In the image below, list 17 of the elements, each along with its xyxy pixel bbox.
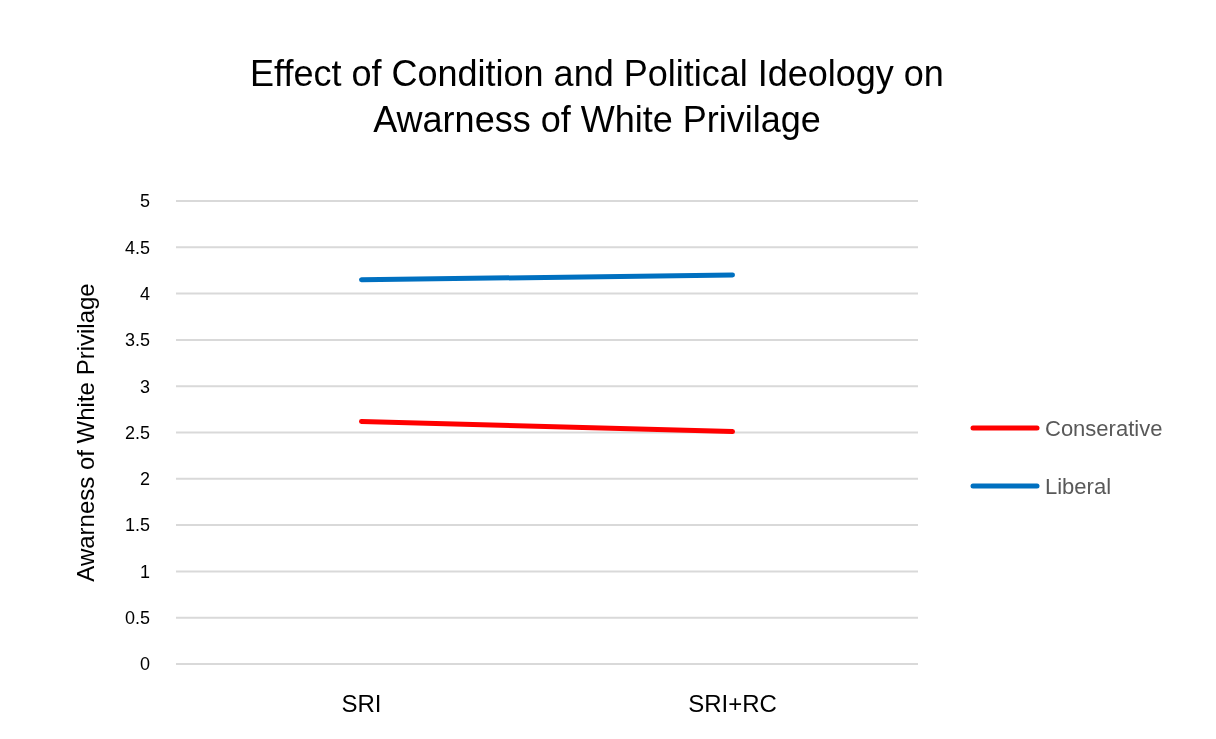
legend-label: Conserative	[1045, 415, 1163, 441]
chart-title: Effect of Condition and Political Ideology on Awarness of White Privilage	[250, 53, 944, 140]
y-tick-label: 1	[139, 561, 150, 582]
y-tick-label: 1.5	[124, 515, 150, 536]
y-tick-label: 0	[139, 654, 150, 675]
y-tick-label: 2	[139, 469, 150, 490]
y-tick-label: 3	[139, 376, 150, 397]
x-tick-label: SRI	[341, 690, 382, 717]
y-tick-label: 3.5	[124, 330, 150, 351]
y-tick-label: 4	[139, 283, 150, 304]
y-axis-title: Awarness of White Privilage	[72, 283, 99, 582]
y-tick-label: 5	[139, 191, 150, 212]
x-tick-label: SRI+RC	[688, 690, 777, 717]
y-tick-label: 4.5	[124, 237, 150, 258]
y-tick-label: 2.5	[124, 422, 150, 443]
y-tick-label: 0.5	[124, 608, 150, 628]
legend-label: Liberal	[1045, 473, 1112, 499]
